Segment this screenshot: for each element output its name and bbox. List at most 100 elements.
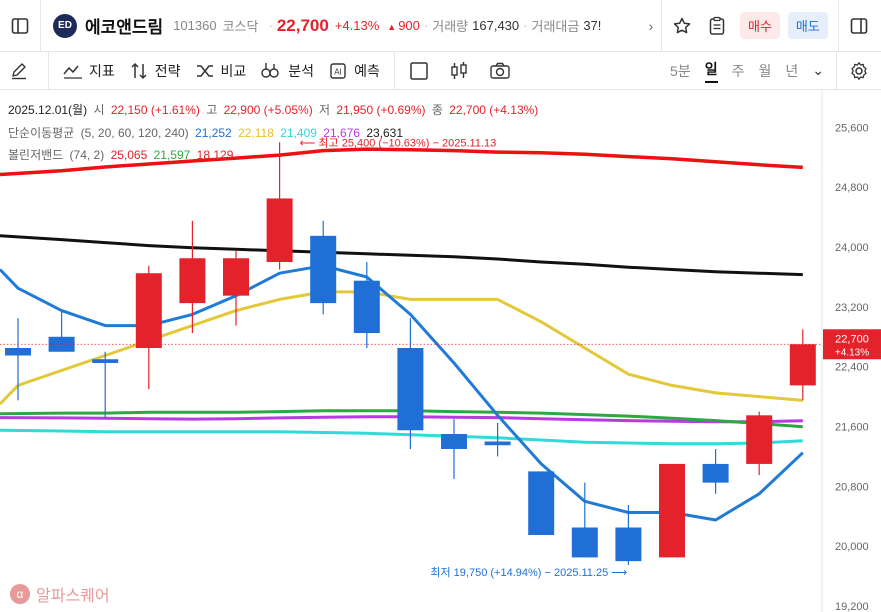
bb-params: (74, 2) <box>69 148 105 162</box>
market-name: 코스닥 <box>222 19 259 34</box>
watermark-text: 알파스퀘어 <box>36 588 110 605</box>
candle-body <box>353 280 380 334</box>
square-icon <box>410 61 428 80</box>
y-axis: 25,600 24,800 24,000 23,200 22,400 21,600 20,8… <box>823 122 881 612</box>
change-amount: 900 <box>387 18 420 33</box>
divider <box>661 0 662 52</box>
ohlc-date: 2025.12.01(월) <box>8 103 88 117</box>
close-value: 22,700 (+4.13%) <box>449 103 539 117</box>
line-bb-upper <box>0 147 803 177</box>
y-tick-label: 24,800 <box>835 182 869 194</box>
forecast-button[interactable]: AI 예측 <box>328 61 380 81</box>
candles: ⟵ 최고 25,400 (−10.63%) − 2025.11.13 최저 19,… <box>0 136 822 579</box>
settings-icon[interactable] <box>837 52 881 90</box>
ma-info[interactable]: 단순이동평균 (5, 20, 60, 120, 240) 21,252 22,1… <box>8 124 406 141</box>
trade-value: 37! <box>583 18 602 33</box>
y-tick-label: 21,600 <box>835 422 869 434</box>
star-icon[interactable] <box>662 0 702 52</box>
ma20-value: 22,118 <box>238 126 274 140</box>
separator-dot: · <box>423 18 429 33</box>
candle-body <box>659 463 685 558</box>
compare-button[interactable]: 비교 <box>195 61 247 81</box>
change-percent: +4.13% <box>334 18 380 33</box>
bb-lower-value: 18,129 <box>196 148 234 162</box>
screenshot-button[interactable] <box>489 62 517 80</box>
low-value: 21,950 (+0.69%) <box>336 103 426 117</box>
close-label: 종 <box>431 103 443 117</box>
timeframe-year[interactable]: 년 <box>785 62 799 79</box>
stock-logo: ED <box>53 13 77 38</box>
ai-icon-label: AI <box>334 67 342 76</box>
header-bar: ED 에코앤드림 101360 코스닥 · 22,700 +4.13% 900 … <box>0 0 881 52</box>
chart-canvas[interactable]: ⟵ 최고 25,400 (−10.63%) − 2025.11.13 최저 19,… <box>0 90 881 612</box>
candle-body <box>702 463 729 483</box>
square-tool-button[interactable] <box>409 61 435 81</box>
ma-params: (5, 20, 60, 120, 240) <box>80 126 189 140</box>
candle-body <box>571 527 598 558</box>
stock-name[interactable]: 에코앤드림 <box>85 18 164 37</box>
y-tick-label: 20,800 <box>835 481 869 493</box>
analysis-label: 분석 <box>288 62 315 79</box>
draw-tool-button[interactable] <box>10 62 34 80</box>
low-annotation: 최저 19,750 (+14.94%) − 2025.11.25 ⟶ <box>430 566 627 579</box>
ohlc-info: 2025.12.01(월) 시 22,150 (+1.61%) 고 22,900… <box>8 101 541 118</box>
sell-button[interactable]: 매도 <box>787 12 828 39</box>
divider <box>393 51 395 90</box>
line-ma240 <box>0 234 803 277</box>
bb-mid-value: 21,597 <box>153 148 191 162</box>
divider <box>40 0 41 52</box>
open-value: 22,150 (+1.61%) <box>110 103 200 117</box>
candle-body <box>92 359 119 363</box>
shuffle-icon <box>196 64 213 77</box>
clipboard-icon[interactable] <box>702 0 732 52</box>
candle-body <box>266 198 293 263</box>
y-tick-label: 19,200 <box>835 601 869 612</box>
low-label: 저 <box>319 103 331 117</box>
candle-type-button[interactable] <box>449 61 475 81</box>
timeframe-5min[interactable]: 5분 <box>670 62 691 79</box>
analysis-icon <box>261 62 279 78</box>
buy-button[interactable]: 매수 <box>740 12 780 39</box>
layout-toggle-icon[interactable] <box>0 0 40 52</box>
bb-upper-value: 25,065 <box>110 148 148 162</box>
line-ma60 <box>0 428 803 446</box>
indicator-button[interactable]: 지표 <box>63 61 115 81</box>
candle-body <box>615 527 642 562</box>
price-tag-pct: +4.13% <box>835 347 869 358</box>
strategy-button[interactable]: 전략 <box>129 61 181 81</box>
pencil-icon <box>12 62 26 79</box>
candle-body <box>484 441 511 446</box>
y-tick-label: 22,400 <box>835 362 869 374</box>
chevron-right-icon[interactable]: › <box>648 17 654 34</box>
candle-body <box>441 434 467 449</box>
y-tick-label: 20,000 <box>835 541 869 553</box>
side-panel-icon[interactable] <box>839 0 879 52</box>
price-tag-value: 22,700 <box>835 333 869 345</box>
bb-label: 볼린저밴드 <box>8 148 64 162</box>
candle-body <box>397 348 424 431</box>
ma60-value: 21,409 <box>280 126 317 140</box>
ma120-value: 21,676 <box>323 126 360 140</box>
indicator-icon <box>63 65 82 79</box>
divider <box>837 0 839 52</box>
high-annotation: ⟵ 최고 25,400 (−10.63%) − 2025.11.13 <box>300 136 497 149</box>
compare-label: 비교 <box>220 62 247 79</box>
bb-info[interactable]: 볼린저밴드 (74, 2) 25,065 21,597 18,129 <box>8 146 236 163</box>
strategy-label: 전략 <box>154 62 181 79</box>
candle-body <box>528 471 555 535</box>
timeframe-month[interactable]: 월 <box>758 62 772 79</box>
stock-summary: ED 에코앤드림 101360 코스닥 · 22,700 +4.13% 900 … <box>41 13 641 38</box>
chart-toolbar: 지표 전략 비교 분석 AI 예측 5분 일 주 월 년 ⌄ <box>0 51 881 90</box>
watermark: α 알파스퀘어 <box>10 582 110 606</box>
forecast-label: 예측 <box>354 62 380 79</box>
chevron-down-icon[interactable]: ⌄ <box>812 62 824 78</box>
separator-dot: · <box>268 18 273 33</box>
indicator-label: 지표 <box>89 62 115 79</box>
timeframe-day[interactable]: 일 <box>704 59 718 83</box>
candle-body <box>5 348 31 356</box>
alphasquare-logo-icon: α <box>10 584 30 604</box>
timeframe-week[interactable]: 주 <box>731 62 745 79</box>
price-chart[interactable]: ⟵ 최고 25,400 (−10.63%) − 2025.11.13 최저 19,… <box>0 90 881 612</box>
analysis-button[interactable]: 분석 <box>260 61 314 81</box>
strategy-icon <box>131 62 147 79</box>
